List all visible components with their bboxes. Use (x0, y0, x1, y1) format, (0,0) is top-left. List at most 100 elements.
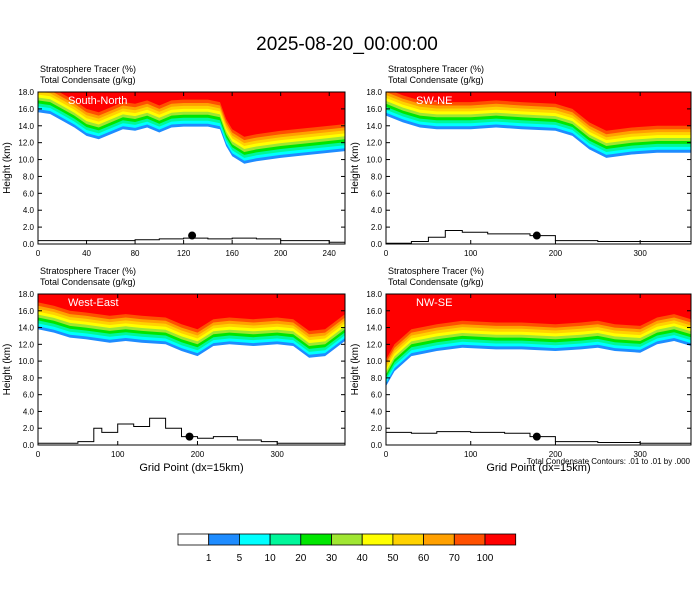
y-tick-label: 16.0 (18, 307, 34, 316)
location-marker (532, 432, 541, 441)
y-tick-label: 0.0 (23, 240, 35, 249)
x-tick-label: 200 (549, 249, 563, 258)
x-tick-label: 0 (384, 450, 389, 459)
x-tick-label: 100 (464, 249, 478, 258)
y-tick-label: 14.0 (18, 324, 34, 333)
panel-title-line2: Total Condensate (g/kg) (388, 75, 484, 85)
x-tick-label: 80 (131, 249, 140, 258)
y-tick-label: 4.0 (23, 407, 35, 416)
x-tick-label: 200 (549, 450, 563, 459)
plot-frame (385, 293, 692, 446)
y-tick-label: 6.0 (371, 391, 383, 400)
tracer-band-100 (386, 92, 691, 131)
contour-footnote: Total Condensate Contours: .01 to .01 by… (527, 457, 691, 466)
panel-label: SW-NE (416, 95, 452, 107)
colorbar-swatch (453, 533, 486, 546)
y-tick-label: 18.0 (18, 88, 34, 97)
x-tick-label: 120 (177, 249, 191, 258)
panel-title-line1: Stratosphere Tracer (%) (40, 64, 136, 74)
y-axis-label: Height (km) (2, 142, 13, 194)
colorbar-label: 70 (449, 553, 461, 564)
y-tick-label: 10.0 (18, 156, 34, 165)
y-tick-label: 0.0 (371, 441, 383, 450)
y-tick-label: 18.0 (366, 290, 382, 299)
y-tick-label: 8.0 (371, 172, 383, 181)
panel-label: South-North (68, 95, 127, 107)
x-tick-label: 160 (225, 249, 239, 258)
x-axis-label: Grid Point (dx=15km) (139, 462, 243, 474)
y-tick-label: 2.0 (371, 424, 383, 433)
figure-title: 2025-08-20_00:00:00 (256, 34, 438, 55)
chart-panel-west-east: West-East Stratosphere Tracer (%)Total Co… (2, 266, 346, 474)
plot-frame (37, 91, 346, 245)
y-tick-label: 8.0 (371, 374, 383, 383)
y-tick-label: 10.0 (18, 357, 34, 366)
colorbar-label: 10 (265, 553, 277, 564)
y-tick-label: 2.0 (23, 424, 35, 433)
panel-title-line1: Stratosphere Tracer (%) (388, 64, 484, 74)
colorbar-swatch (331, 533, 363, 546)
colorbar-swatch (392, 533, 424, 546)
x-tick-label: 200 (274, 249, 288, 258)
x-tick-label: 40 (82, 249, 91, 258)
panel-title-line2: Total Condensate (g/kg) (388, 277, 484, 287)
y-tick-label: 14.0 (18, 122, 34, 131)
y-axis-label: Height (km) (350, 142, 361, 194)
chart-panel-sw-ne: SW-NE Stratosphere Tracer (%)Total Conden… (350, 64, 692, 258)
y-tick-label: 16.0 (18, 105, 34, 114)
tracer-band-100 (386, 294, 691, 360)
y-tick-label: 4.0 (23, 206, 35, 215)
colorbar-swatch (269, 533, 302, 546)
panel-title-line2: Total Condensate (g/kg) (40, 277, 136, 287)
colorbar-label: 40 (357, 553, 369, 564)
location-marker (185, 432, 194, 441)
location-marker (532, 231, 541, 240)
colorbar-swatch (300, 533, 332, 546)
y-tick-label: 10.0 (366, 357, 382, 366)
y-tick-label: 6.0 (371, 189, 383, 198)
y-tick-label: 0.0 (23, 441, 35, 450)
plot-area (386, 294, 691, 444)
colorbar-swatch (484, 533, 517, 546)
y-tick-label: 14.0 (366, 324, 382, 333)
y-tick-label: 18.0 (366, 88, 382, 97)
y-tick-label: 2.0 (371, 223, 383, 232)
y-tick-label: 6.0 (23, 189, 35, 198)
panel-title-line1: Stratosphere Tracer (%) (388, 266, 484, 276)
colorbar-swatch (238, 533, 271, 546)
x-tick-label: 300 (271, 450, 285, 459)
y-tick-label: 4.0 (371, 206, 383, 215)
y-axis-label: Height (km) (350, 344, 361, 396)
tracer-band-100 (38, 294, 345, 331)
colorbar-label: 1 (206, 553, 212, 564)
y-tick-label: 4.0 (371, 407, 383, 416)
x-tick-label: 300 (633, 450, 647, 459)
y-tick-label: 12.0 (18, 340, 34, 349)
x-tick-label: 200 (191, 450, 205, 459)
panel-title-line1: Stratosphere Tracer (%) (40, 266, 136, 276)
plot-area (38, 294, 345, 444)
x-tick-label: 240 (323, 249, 337, 258)
location-marker (188, 231, 197, 240)
y-tick-label: 0.0 (371, 240, 383, 249)
x-tick-label: 300 (633, 249, 647, 258)
panel-label: NW-SE (416, 297, 452, 309)
x-axis-label: Grid Point (dx=15km) (486, 462, 590, 474)
y-tick-label: 10.0 (366, 156, 382, 165)
chart-panel-south-north: South-North Stratosphere Tracer (%)Total … (2, 64, 346, 258)
y-tick-label: 16.0 (366, 105, 382, 114)
y-tick-label: 14.0 (366, 122, 382, 131)
colorbar-label: 20 (295, 553, 307, 564)
colorbar-swatch (208, 533, 240, 546)
y-tick-label: 12.0 (366, 340, 382, 349)
colorbar-swatch (423, 533, 455, 546)
panel-title-line2: Total Condensate (g/kg) (40, 75, 136, 85)
x-tick-label: 0 (36, 450, 41, 459)
plot-frame (37, 293, 346, 446)
panel-label: West-East (68, 297, 119, 309)
colorbar-label: 60 (418, 553, 430, 564)
colorbar-swatch (361, 533, 394, 546)
y-tick-label: 8.0 (23, 374, 35, 383)
